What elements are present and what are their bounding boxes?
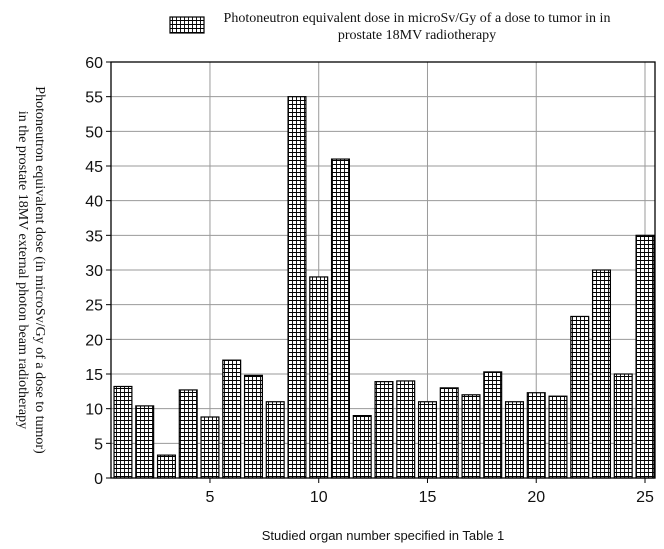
x-tick-label: 15 (419, 489, 437, 506)
bar (613, 373, 633, 479)
legend-swatch (169, 16, 205, 34)
y-tick-label: 0 (94, 471, 103, 488)
bar (461, 394, 481, 479)
bar (504, 401, 525, 479)
bar (156, 454, 176, 479)
bar (287, 96, 307, 479)
bar (243, 374, 263, 479)
y-tick-label: 25 (85, 298, 103, 315)
y-tick-label: 35 (85, 228, 103, 245)
y-axis-label-line: in the prostate 18MV external photon bea… (15, 111, 30, 429)
bar (570, 315, 590, 479)
y-axis-label-line: Photoneutron equivalent dose (in microSv… (32, 86, 47, 454)
bar (483, 371, 503, 479)
y-tick-label: 45 (85, 159, 103, 176)
bar (113, 385, 133, 479)
bar (330, 158, 350, 479)
bar (591, 269, 612, 479)
x-axis-label: Studied organ number specified in Table … (262, 528, 505, 543)
legend-label: Photoneutron equivalent dose in microSv/… (223, 11, 611, 43)
bar (309, 276, 329, 479)
y-tick-label: 60 (85, 55, 103, 72)
y-tick-label: 55 (85, 90, 103, 107)
bar (265, 401, 285, 479)
y-tick-label: 20 (85, 332, 103, 349)
y-tick-label: 10 (85, 402, 103, 419)
bar (417, 401, 437, 479)
x-tick-label: 20 (527, 489, 545, 506)
bar (439, 387, 459, 479)
bar (352, 415, 372, 479)
y-tick-label: 5 (94, 436, 103, 453)
y-axis-label: Photoneutron equivalent dose (in microSv… (15, 86, 47, 454)
bar (396, 380, 416, 479)
y-tick-label: 40 (85, 194, 103, 211)
bar (178, 389, 198, 479)
bar (374, 381, 394, 479)
y-tick-label: 50 (85, 124, 103, 141)
y-tick-label: 30 (85, 263, 103, 280)
bar (200, 416, 220, 479)
bar (635, 234, 655, 479)
bar (135, 405, 155, 479)
bar (548, 395, 568, 479)
x-tick-label: 25 (636, 489, 654, 506)
x-tick-label: 10 (310, 489, 328, 506)
bar (526, 392, 546, 479)
bar (222, 359, 242, 479)
y-tick-label: 15 (85, 367, 103, 384)
x-tick-label: 5 (206, 489, 215, 506)
